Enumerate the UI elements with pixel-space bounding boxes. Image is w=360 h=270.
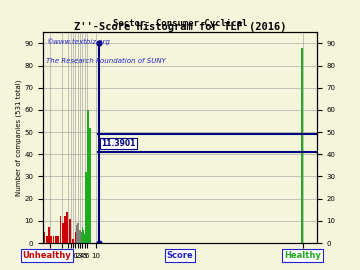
Text: Unhealthy: Unhealthy [22, 251, 71, 260]
Bar [72, 239, 73, 243]
Bar [78, 225, 79, 243]
Title: Z''-Score Histogram for TLF (2016): Z''-Score Histogram for TLF (2016) [74, 22, 286, 32]
Bar [46, 236, 48, 243]
Bar [44, 232, 45, 243]
Bar [301, 48, 303, 243]
Bar [62, 223, 64, 243]
Bar [79, 230, 80, 243]
Bar [55, 236, 57, 243]
Bar [50, 236, 52, 243]
Bar [85, 172, 87, 243]
Bar [75, 232, 76, 243]
Bar [57, 236, 59, 243]
Text: ©www.textbiz.org: ©www.textbiz.org [46, 39, 110, 45]
Bar [81, 232, 82, 243]
Text: Healthy: Healthy [284, 251, 321, 260]
Bar [59, 216, 61, 243]
Text: Sector: Consumer Cyclical: Sector: Consumer Cyclical [113, 19, 247, 28]
Bar [89, 128, 91, 243]
Y-axis label: Number of companies (531 total): Number of companies (531 total) [15, 79, 22, 196]
Bar [67, 212, 68, 243]
Bar [83, 230, 84, 243]
Bar [64, 216, 66, 243]
Bar [84, 234, 85, 243]
Bar [74, 228, 75, 243]
Bar [77, 223, 78, 243]
Bar [82, 232, 83, 243]
Text: 11.3901: 11.3901 [101, 139, 135, 148]
Bar [80, 230, 81, 243]
Bar [48, 228, 50, 243]
Text: The Research Foundation of SUNY: The Research Foundation of SUNY [46, 58, 166, 64]
Bar [76, 225, 77, 243]
Bar [53, 236, 54, 243]
Bar [87, 110, 89, 243]
Bar [69, 219, 71, 243]
Bar [73, 239, 74, 243]
Text: Score: Score [167, 251, 193, 260]
